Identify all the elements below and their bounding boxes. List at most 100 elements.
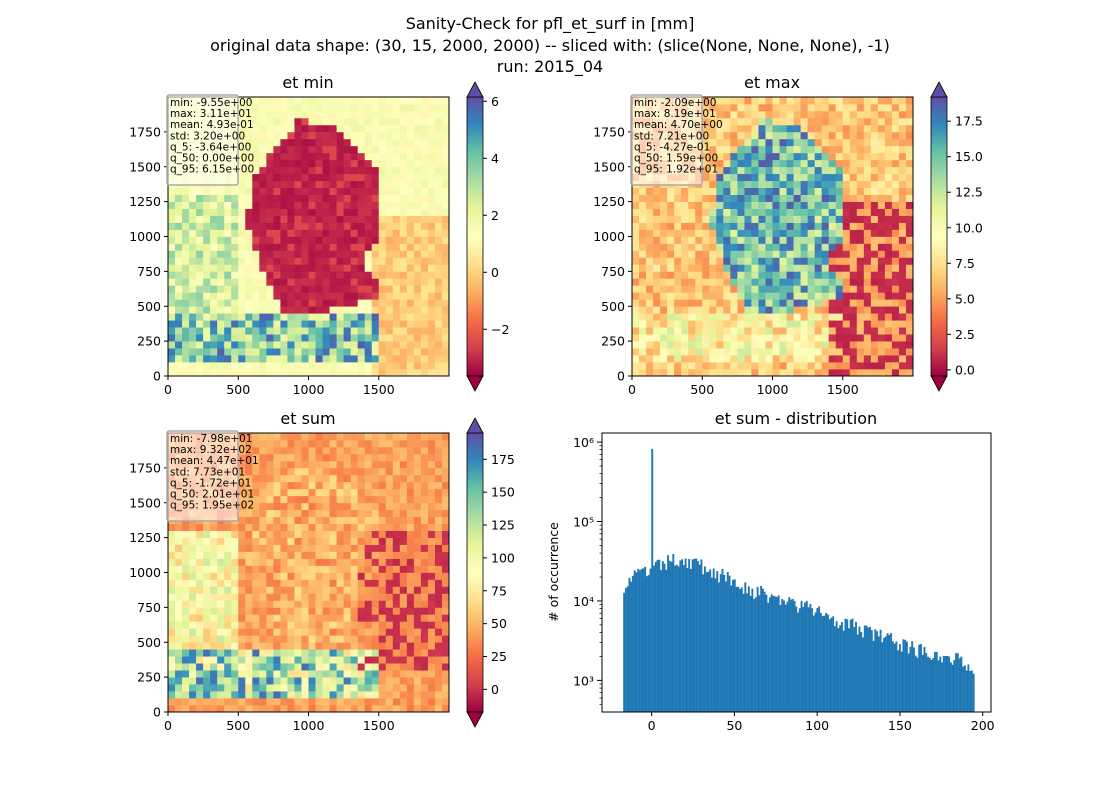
histogram-bar: [805, 600, 808, 712]
stats-line: q_5: -4.27e-01: [634, 141, 710, 153]
x-tick-label: 500: [690, 382, 714, 397]
histogram-bar: [719, 574, 722, 712]
colorbar-tick-label: 175: [491, 452, 515, 467]
histogram-bar: [869, 626, 871, 712]
histogram-bar: [872, 640, 875, 712]
histogram-bar: [705, 572, 708, 712]
et-min-colorbar: −2 0 2 4 6: [466, 81, 509, 392]
histogram-bar: [956, 653, 959, 712]
figure-title: Sanity-Check for pfl_et_surf in [mm] ori…: [210, 14, 890, 77]
histogram-x-tick-label: 0: [648, 718, 656, 733]
colorbar-tick-label: 50: [491, 616, 507, 631]
y-tick-label: 250: [137, 334, 161, 349]
et-sum-axes: 0 500 1000 1500 0 250 500 750 1000 1250 1500 1750: [129, 432, 450, 733]
histogram-bar: [825, 613, 828, 712]
histogram-bar: [865, 625, 868, 712]
histogram-bar: [667, 555, 670, 712]
panel-et-min: et min 0 500 1000 1500 0 250 500 750 1000 1250 150…: [129, 73, 509, 397]
histogram-bar: [760, 585, 763, 712]
histogram-bar: [858, 626, 861, 712]
stats-line: min: -2.09e+00: [634, 97, 716, 109]
histogram-bar: [640, 568, 643, 712]
histogram-bar: [658, 559, 661, 712]
stats-line: max: 8.19e+01: [634, 108, 716, 120]
y-tick-label: 1500: [129, 495, 161, 510]
x-tick-label: 1500: [363, 718, 395, 733]
histogram-bar: [768, 597, 771, 712]
x-tick-label: 0: [164, 718, 172, 733]
histogram-bar: [656, 559, 659, 712]
histogram-ylabel: # of occurrence: [546, 522, 561, 622]
histogram-bar: [624, 587, 627, 712]
histogram-bar: [823, 615, 826, 712]
et-min-axes: 0 500 1000 1500 0 250 500 750 1000 1250 1500 1750: [129, 96, 450, 397]
histogram-bar: [798, 608, 801, 712]
histogram-bar: [927, 656, 929, 712]
histogram-bar: [649, 568, 652, 712]
histogram-bar: [775, 596, 778, 712]
histogram-bar: [888, 634, 891, 712]
histogram-bar: [797, 612, 799, 712]
x-tick-label: 500: [226, 718, 250, 733]
histogram-bar: [728, 575, 731, 712]
histogram-bar: [835, 621, 838, 712]
histogram-bar: [772, 595, 775, 712]
histogram-bar: [969, 671, 972, 712]
colorbar-gradient: [466, 432, 484, 713]
histogram-x-tick-label: 200: [971, 718, 995, 733]
stats-line: q_50: 2.01e+01: [170, 489, 254, 501]
colorbar-tick-label: 0.0: [955, 362, 975, 377]
y-tick-label: 1000: [129, 229, 161, 244]
histogram-bar: [716, 571, 719, 712]
histogram-bar: [711, 577, 713, 712]
histogram-bar: [839, 625, 842, 712]
histogram-x-tick-label: 150: [888, 718, 912, 733]
histogram-title: et sum - distribution: [715, 409, 877, 428]
histogram-bar: [846, 619, 849, 712]
stats-line: max: 9.32e+02: [170, 444, 252, 456]
y-tick-label: 250: [601, 334, 625, 349]
histogram-bar: [654, 561, 657, 712]
panel-et-sum: et sum 0 500 1000 1500025050075010001250150…: [129, 409, 515, 733]
histogram-bar: [770, 594, 773, 712]
histogram-bar: [812, 615, 815, 712]
histogram-bar: [833, 626, 836, 712]
histogram-bar: [925, 652, 928, 712]
et-max-heatmap: [632, 97, 914, 377]
histogram-bar: [646, 576, 648, 712]
histogram-bar: [930, 659, 933, 712]
histogram-bar: [786, 601, 789, 712]
histogram-bar: [651, 448, 654, 712]
histogram-bar: [660, 570, 662, 712]
histogram-bar: [840, 622, 843, 712]
colorbar-tick-label: 0: [491, 265, 499, 280]
histogram-bar: [970, 670, 973, 712]
histogram-bar: [628, 577, 631, 712]
histogram-bar: [730, 585, 733, 712]
histogram-bar: [761, 588, 764, 712]
stats-line: q_95: 1.92e+01: [634, 164, 718, 176]
histogram-bar: [754, 597, 757, 712]
histogram-bar: [784, 604, 787, 712]
histogram-bar: [941, 662, 943, 712]
histogram-x-tick-label: 100: [805, 718, 829, 733]
stats-line: std: 7.21e+00: [634, 130, 709, 142]
histogram-bar: [928, 657, 931, 712]
y-tick-label: 1250: [129, 530, 161, 545]
histogram-bar: [665, 569, 668, 712]
histogram-bar: [862, 637, 864, 712]
histogram-bar: [851, 618, 854, 712]
histogram-bar: [791, 598, 794, 712]
panel-et-sum-distribution: et sum - distribution # of occurrence 0 5…: [546, 409, 995, 733]
stats-line: mean: 4.47e+01: [170, 455, 259, 467]
histogram-bar: [712, 568, 715, 712]
histogram-bar: [918, 644, 921, 712]
colorbar-tick-label: 125: [491, 518, 515, 533]
colorbar-tick-label: 75: [491, 583, 507, 598]
histogram-bar: [804, 602, 806, 712]
x-tick-label: 1000: [757, 382, 789, 397]
histogram-bar: [661, 561, 664, 712]
colorbar-tick-label: 0: [491, 682, 499, 697]
histogram-bar: [631, 575, 634, 712]
